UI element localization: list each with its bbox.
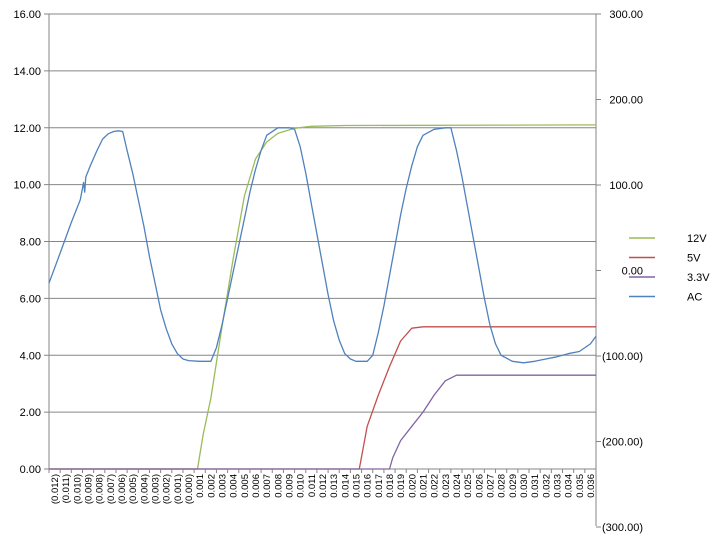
legend-label: AC <box>687 292 702 304</box>
legend-label: 3.3V <box>687 272 710 284</box>
x-tick-label: (0.009) <box>84 474 95 504</box>
x-tick-label: (0.011) <box>61 474 72 503</box>
right-tick-label: (100.00) <box>602 351 643 363</box>
x-tick-label: 0.002 <box>206 474 217 498</box>
x-tick-label: 0.019 <box>396 474 407 498</box>
x-tick-label: 0.018 <box>385 474 396 498</box>
series-line-ac <box>48 127 597 364</box>
right-tick-label: 100.00 <box>609 180 643 192</box>
x-tick-label: 0.024 <box>452 474 463 498</box>
x-tick-label: (0.012) <box>50 474 61 504</box>
x-tick-label: (0.010) <box>72 474 83 504</box>
x-tick-label: (0.003) <box>151 474 162 504</box>
legend-label: 12V <box>687 233 707 245</box>
x-tick-label: 0.026 <box>474 474 485 498</box>
x-tick-label: 0.007 <box>262 474 273 498</box>
left-tick-label: 16.00 <box>13 9 41 21</box>
legend: 12V 5V 3.3V AC <box>629 233 710 304</box>
x-tick-label: 0.016 <box>363 474 374 498</box>
x-tick-label: 0.021 <box>418 474 429 498</box>
right-tick-label: 0.00 <box>622 266 643 278</box>
x-tick-label: 0.009 <box>285 474 296 498</box>
x-tick-label: 0.013 <box>329 474 340 498</box>
x-tick-label: 0.012 <box>318 474 329 498</box>
x-tick-label: (0.004) <box>139 474 150 504</box>
x-tick-label: 0.030 <box>519 474 530 498</box>
x-tick-label: 0.034 <box>564 474 575 498</box>
x-tick-label: (0.000) <box>184 474 195 504</box>
x-tick-label: (0.005) <box>128 474 139 504</box>
x-tick-label: 0.020 <box>407 474 418 498</box>
left-tick-label: 6.00 <box>20 293 41 305</box>
x-tick-label: 0.014 <box>340 474 351 498</box>
right-tick-label: 300.00 <box>609 9 643 21</box>
x-tick-label: (0.008) <box>95 474 106 504</box>
left-tick-label: 14.00 <box>13 66 41 78</box>
x-tick-label: 0.017 <box>374 474 385 498</box>
x-tick-label: 0.033 <box>552 474 563 498</box>
right-tick-label: 200.00 <box>609 95 643 107</box>
left-tick-label: 4.00 <box>20 350 41 362</box>
x-tick-label: 0.036 <box>586 474 597 498</box>
left-tick-label: 8.00 <box>20 237 41 249</box>
right-tick-label: (300.00) <box>602 522 643 534</box>
x-tick-label: 0.001 <box>195 474 206 498</box>
x-tick-label: 0.008 <box>273 474 284 498</box>
x-tick-label: (0.007) <box>106 474 117 504</box>
x-tick-label: 0.010 <box>296 474 307 498</box>
x-tick-label: 0.003 <box>218 474 229 498</box>
x-tick-label: 0.027 <box>485 474 496 498</box>
left-tick-label: 0.00 <box>20 464 41 476</box>
x-tick-label: 0.025 <box>463 474 474 498</box>
gridlines <box>49 13 596 470</box>
x-tick-label: 0.031 <box>530 474 541 498</box>
x-tick-label: (0.002) <box>162 474 173 504</box>
plot-area <box>48 14 597 526</box>
x-axis: (0.012) (0.011) (0.010) (0.009) (0.008) (0.00… <box>48 469 597 504</box>
x-tick-label: 0.011 <box>307 474 318 497</box>
left-axis: 0.00 2.00 4.00 6.00 8.00 10.00 12.00 14.00 16.00 <box>13 9 49 476</box>
x-tick-label: 0.028 <box>497 474 508 498</box>
series-layer <box>48 124 597 470</box>
series-line-3-3v <box>49 374 596 470</box>
x-tick-label: 0.015 <box>351 474 362 498</box>
left-tick-label: 2.00 <box>20 407 41 419</box>
legend-label: 5V <box>687 253 701 265</box>
x-tick-label: 0.004 <box>229 474 240 498</box>
x-tick-label: 0.032 <box>541 474 552 498</box>
right-tick-label: (200.00) <box>602 437 643 449</box>
x-tick-label: 0.022 <box>430 474 441 498</box>
x-tick-label: 0.006 <box>251 474 262 498</box>
right-axis: (300.00) (200.00) (100.00) 0.00 100.00 200.00… <box>596 9 643 534</box>
left-tick-label: 10.00 <box>13 180 41 192</box>
x-tick-label: 0.035 <box>575 474 586 498</box>
x-tick-label: (0.001) <box>173 474 184 504</box>
x-tick-label: 0.029 <box>508 474 519 498</box>
series-line-5v <box>49 326 596 470</box>
x-tick-label: (0.006) <box>117 474 128 504</box>
left-tick-label: 12.00 <box>13 123 41 135</box>
series-line-12v <box>49 124 597 470</box>
x-tick-label: 0.005 <box>240 474 251 498</box>
x-tick-label: 0.023 <box>441 474 452 498</box>
